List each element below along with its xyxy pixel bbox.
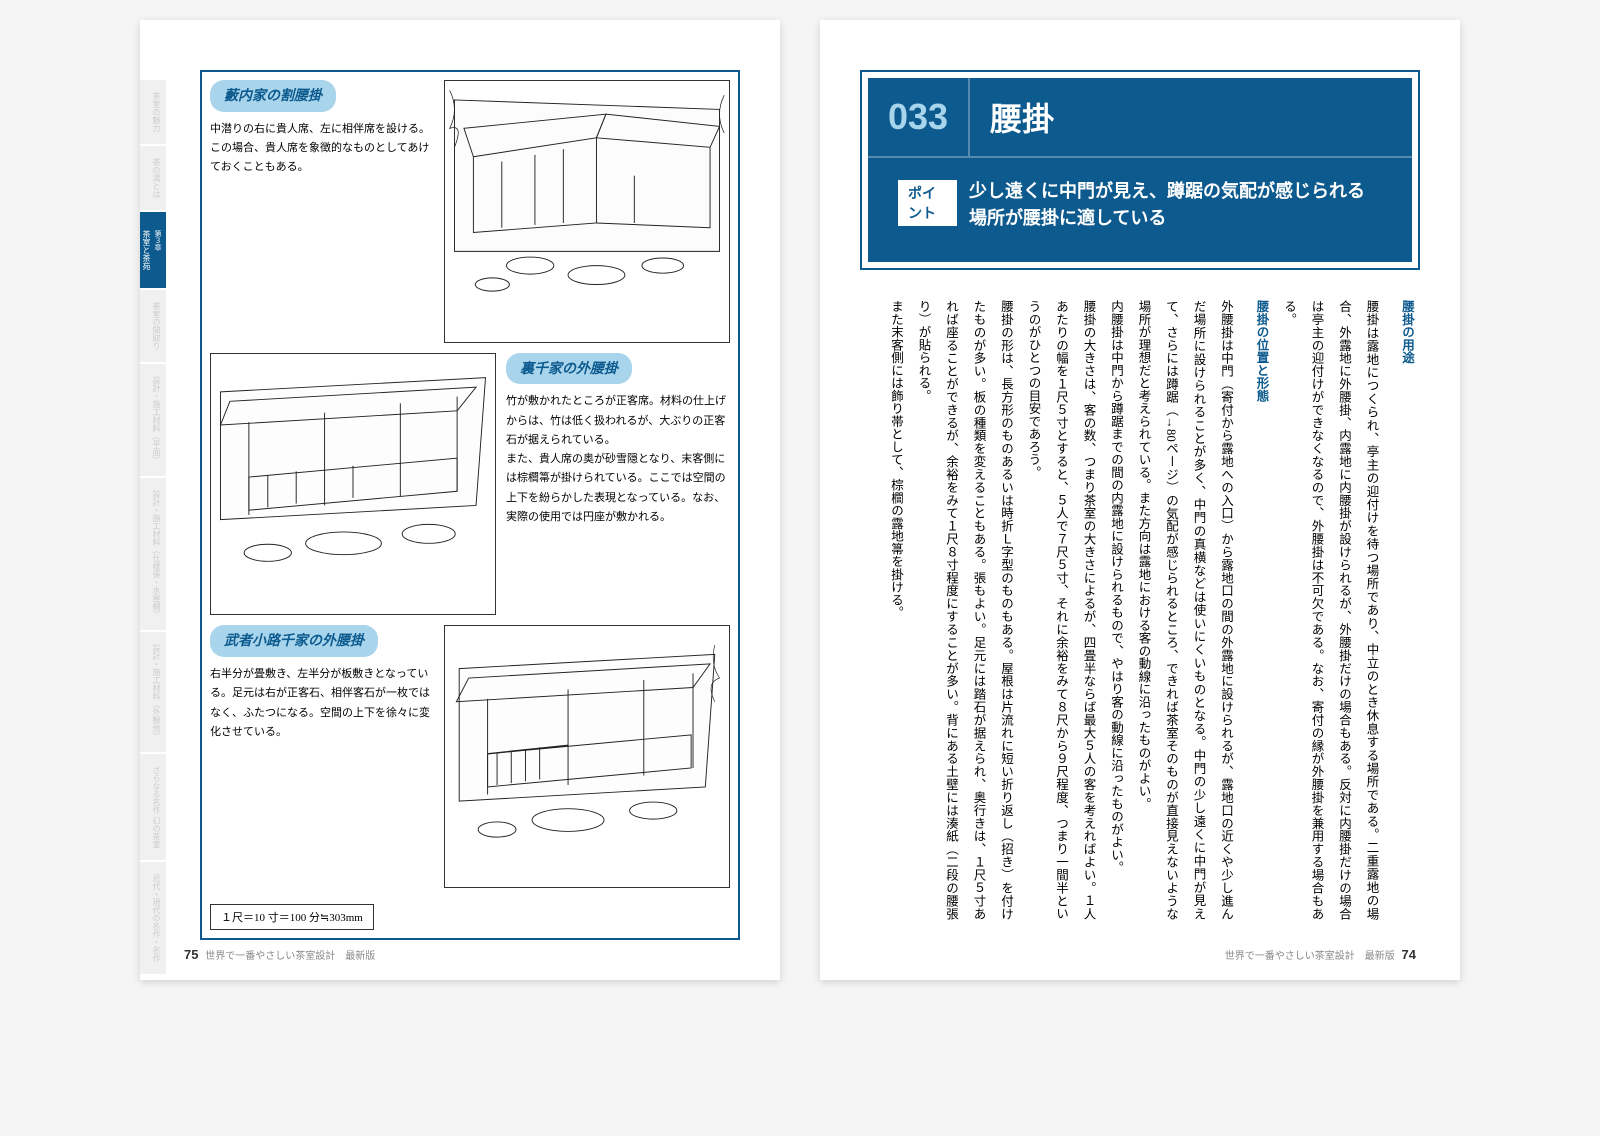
section-header: 033 腰掛 ポイント 少し遠くに中門が見え、蹲踞の気配が感じられる場所が腰掛に…: [860, 70, 1420, 270]
subhead: 腰掛の用途: [1393, 300, 1421, 920]
side-tab: 茶室の魅力: [140, 80, 166, 144]
illus-title: 裏千家の外腰掛: [506, 353, 632, 385]
illus-desc: 右半分が畳敷き、左半分が板敷きとなっている。足元は右が正客石、相伴客石が一枚では…: [210, 665, 434, 742]
book-title: 世界で一番やさしい茶室設計 最新版: [205, 951, 375, 962]
paragraph: 腰掛は露地につくられ、亭主の迎付けを待つ場所であり、中立のとき休息する場所である…: [1275, 300, 1385, 920]
section-title: 腰掛: [970, 94, 1054, 140]
point-text: 少し遠くに中門が見え、蹲踞の気配が感じられる場所が腰掛に適している: [969, 178, 1382, 232]
unit-footnote: １尺＝10 寸＝100 分≒303mm: [210, 904, 374, 930]
paragraph: 腰掛の形は、長方形のものあるいは時折Ｌ字型のものもある。屋根は片流れに短い折り返…: [909, 300, 1019, 920]
sketch-drawing: [211, 354, 495, 581]
side-tab: 設計・施工材料（外観他）: [140, 632, 166, 752]
section-number: 033: [868, 78, 970, 156]
sketch-drawing: [445, 81, 729, 308]
side-tab: 近代・現代の名作・名作: [140, 862, 166, 974]
book-title: 世界で一番やさしい茶室設計 最新版: [1225, 951, 1395, 962]
side-tab: 設計・施工材料（仕様張・水屋棚）: [140, 478, 166, 630]
page-left: 茶室の魅力 茶の湯とは 第３章 茶室と茶苑 茶室の間取り 設計・施工材料（平面）…: [140, 20, 780, 980]
side-tab: さらなる名作 幻の茶室: [140, 754, 166, 860]
side-tab: 設計・施工材料（平面）: [140, 364, 166, 476]
subhead: 腰掛の位置と形態: [1247, 300, 1275, 920]
illus-image: [210, 353, 496, 616]
point-badge: ポイント: [898, 180, 957, 226]
side-tab: 茶の湯とは: [140, 146, 166, 210]
illustration-block: 武者小路千家の外腰掛 右半分が畳敷き、左半分が板敷きとなっている。足元は右が正客…: [210, 625, 730, 888]
illus-image: [444, 625, 730, 888]
paragraph: また末客側には飾り帯として、棕櫚の露地箒を掛ける。: [882, 300, 910, 920]
side-tabs: 茶室の魅力 茶の湯とは 第３章 茶室と茶苑 茶室の間取り 設計・施工材料（平面）…: [140, 80, 166, 976]
page-right: 033 腰掛 ポイント 少し遠くに中門が見え、蹲踞の気配が感じられる場所が腰掛に…: [820, 20, 1460, 980]
page-footer-right: 世界で一番やさしい茶室設計 最新版 74: [1225, 947, 1420, 962]
sketch-drawing: [445, 626, 729, 853]
page-number: 74: [1402, 947, 1416, 962]
paragraph: 内腰掛は中門から蹲踞までの間の内露地に設けられるもので、やはり客の動線に沿ったも…: [1102, 300, 1130, 920]
illus-desc: 中潜りの右に貴人席、左に相伴席を設ける。この場合、貴人席を象徴的なものとしてあけ…: [210, 120, 434, 178]
illustration-block: 藪内家の割腰掛 中潜りの右に貴人席、左に相伴席を設ける。この場合、貴人席を象徴的…: [210, 80, 730, 343]
side-tab-active: 第３章 茶室と茶苑: [140, 212, 166, 288]
illus-image: [444, 80, 730, 343]
illustrations-frame: 藪内家の割腰掛 中潜りの右に貴人席、左に相伴席を設ける。この場合、貴人席を象徴的…: [200, 70, 740, 940]
side-tab: 茶室の間取り: [140, 290, 166, 362]
illustration-block: 裏千家の外腰掛 竹が敷かれたところが正客席。材料の仕上げからは、竹は低く扱われる…: [210, 353, 730, 616]
paragraph: 腰掛の大きさは、客の数、つまり茶室の大きさによるが、四畳半ならば最大５人の客を考…: [1019, 300, 1102, 920]
illus-desc: 竹が敷かれたところが正客席。材料の仕上げからは、竹は低く扱われるが、大ぶりの正客…: [506, 392, 730, 527]
body-text: 腰掛の用途 腰掛は露地につくられ、亭主の迎付けを待つ場所であり、中立のとき休息す…: [860, 300, 1420, 920]
page-footer-left: 75 世界で一番やさしい茶室設計 最新版: [180, 947, 375, 962]
illus-title: 武者小路千家の外腰掛: [210, 625, 378, 657]
illus-title: 藪内家の割腰掛: [210, 80, 336, 112]
page-number: 75: [184, 947, 198, 962]
paragraph: 外腰掛は中門（寄付から露地への入口）から露地口の間の外露地に設けられるが、露地口…: [1129, 300, 1239, 920]
